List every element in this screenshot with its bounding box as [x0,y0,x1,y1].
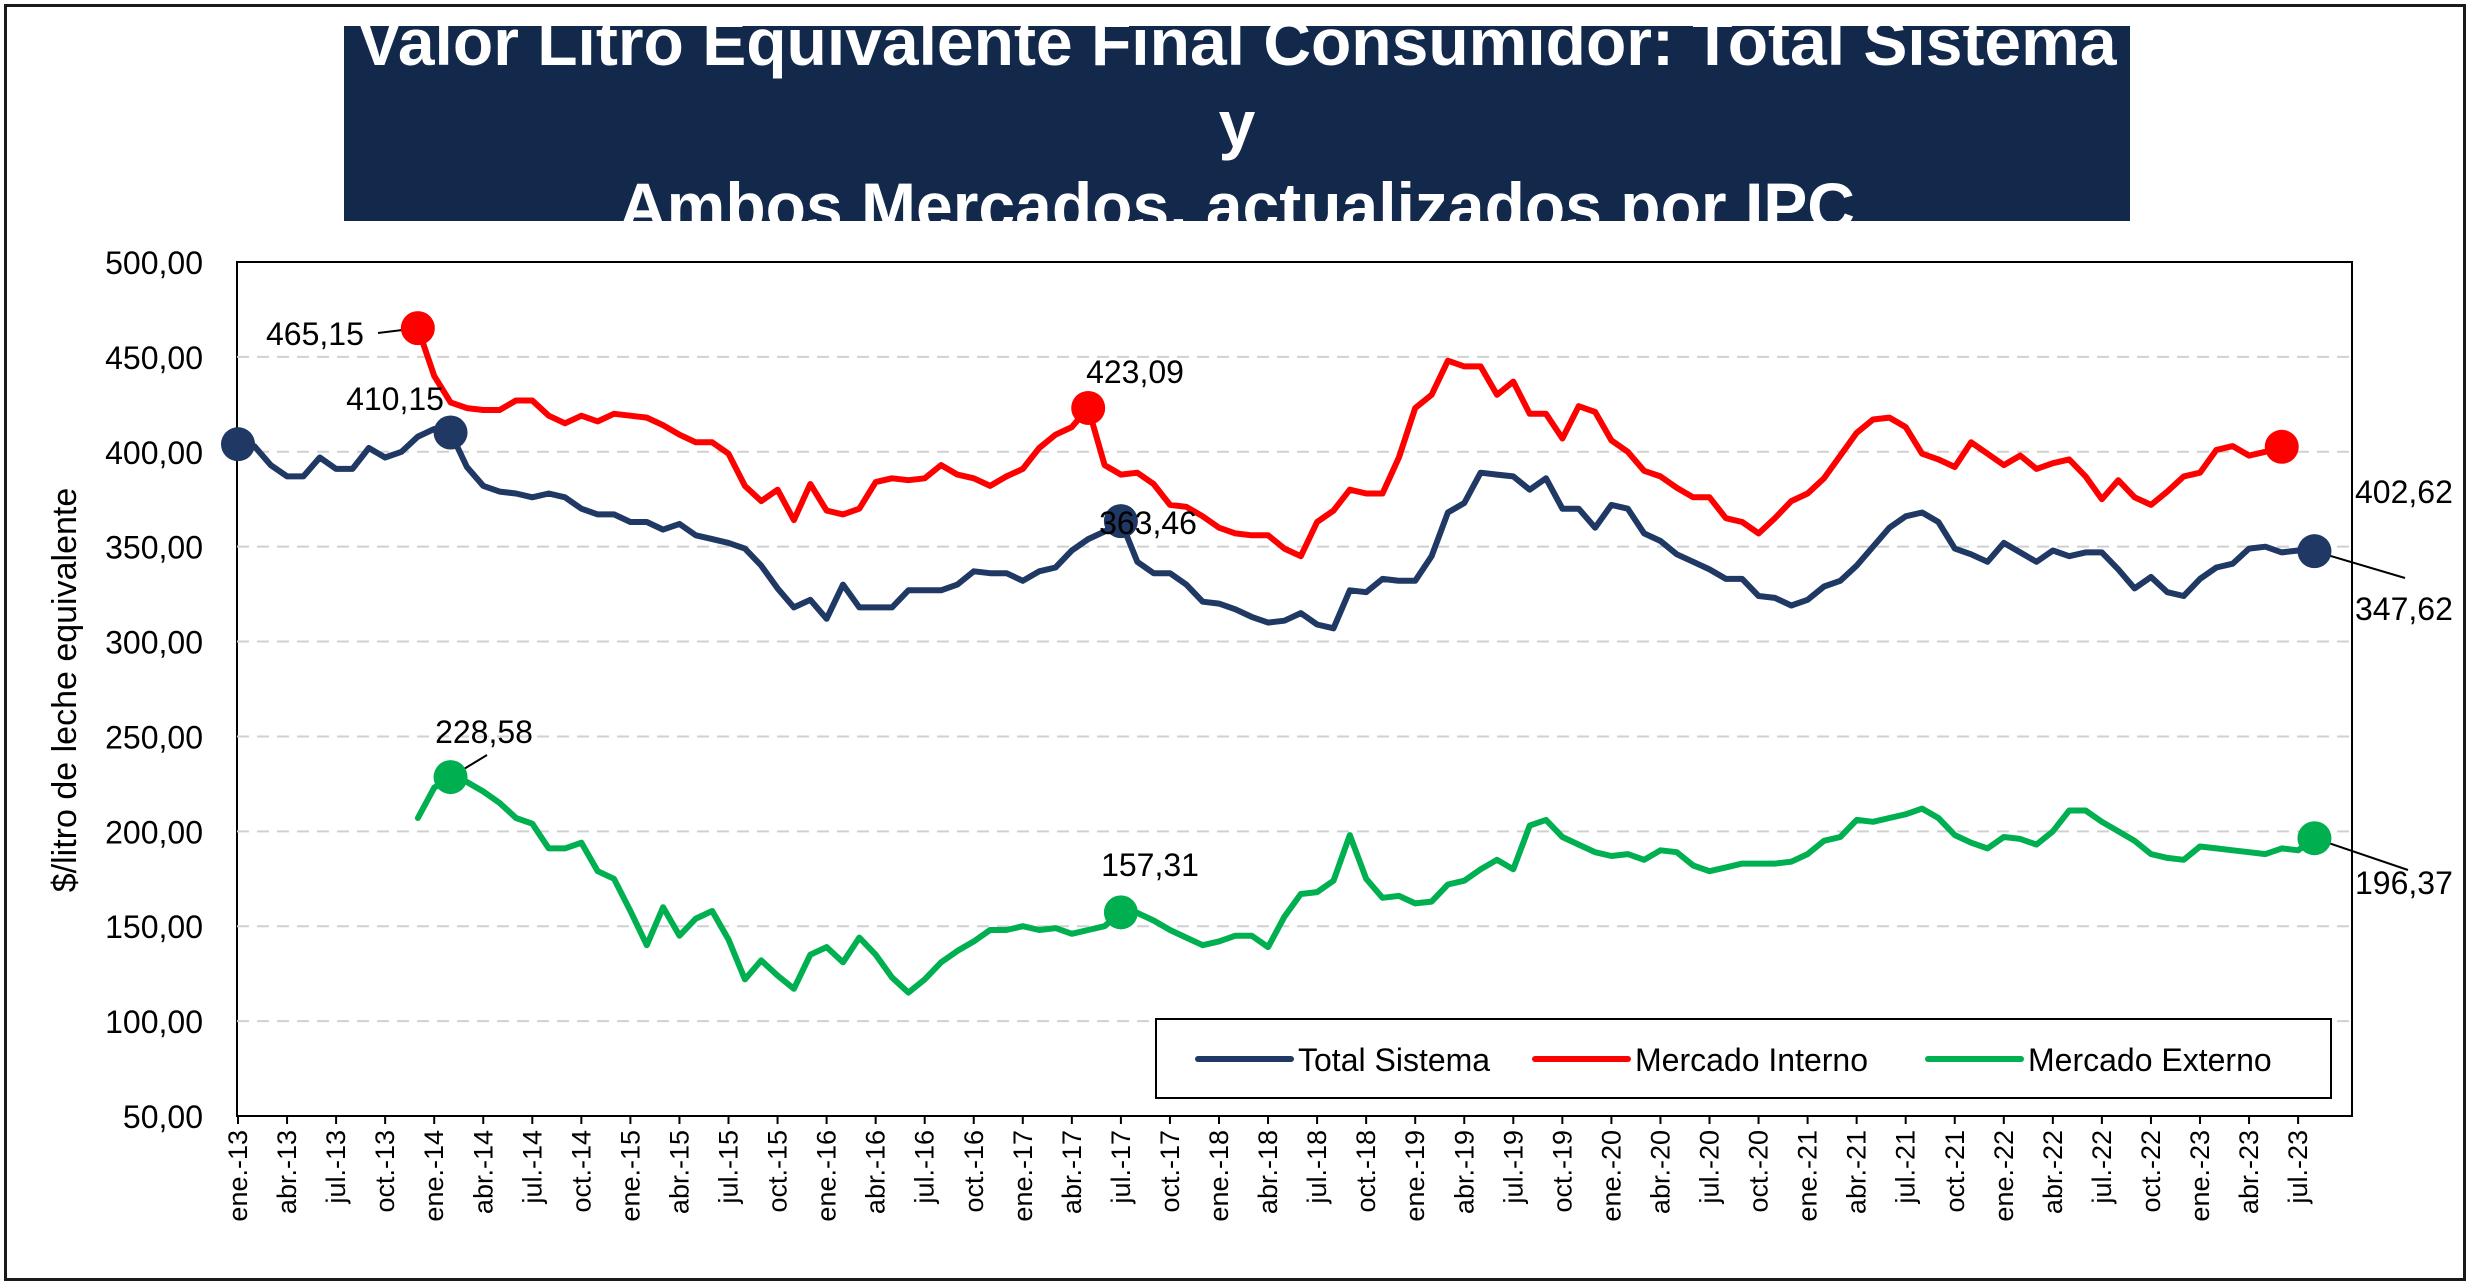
x-tick-label: oct.-17 [1155,1130,1185,1213]
series-line-2 [414,774,2318,996]
x-tick-label: oct.-14 [566,1130,596,1213]
y-tick-label: 250,00 [105,719,203,755]
highlight-marker [1103,895,1138,930]
x-tick-label: oct.-21 [1940,1130,1970,1213]
x-tick-label: jul.-21 [1891,1130,1921,1205]
y-axis-ticks: 50,00 100,00 150,00 200,00 250,00 300,00 350,0… [105,245,203,1135]
highlight-marker [1103,504,1138,539]
y-tick-label: 350,00 [105,530,203,566]
x-tick-label: oct.-20 [1744,1130,1774,1213]
x-tick-label: abr.-17 [1057,1130,1087,1214]
x-tick-label: abr.-16 [861,1130,891,1214]
chart-title: Valor Litro Equivalente Final Consumidor… [357,4,2117,243]
x-tick-label: jul.-19 [1498,1130,1528,1205]
x-tick-label: ene.-15 [615,1130,645,1222]
x-tick-label: oct.-18 [1351,1130,1381,1213]
chart-frame [4,4,2466,1281]
x-tick-label: jul.-20 [1695,1130,1725,1205]
x-tick-label: ene.-19 [1400,1130,1430,1222]
x-tick-label: abr.-20 [1645,1130,1675,1214]
x-tick-label: abr.-23 [2234,1130,2264,1214]
highlight-marker [2297,821,2332,856]
x-tick-label: oct.-15 [763,1130,793,1213]
x-tick-label: ene.-18 [1204,1130,1234,1222]
x-tick-label: jul.-22 [2087,1130,2117,1205]
data-label: 363,46 [1099,505,1197,541]
x-tick-label: ene.-14 [419,1130,449,1222]
series-lines [235,325,2318,996]
x-tick-label: abr.-21 [1842,1130,1872,1214]
y-tick-label: 300,00 [105,625,203,661]
x-tick-label: oct.-16 [959,1130,989,1213]
x-tick-label: jul.-17 [1106,1130,1136,1205]
x-tick-label: jul.-16 [910,1130,940,1205]
x-tick-label: jul.-23 [2283,1130,2313,1205]
highlight-marker [221,427,255,462]
x-tick-label: abr.-19 [1449,1130,1479,1214]
chart-title-box: Valor Litro Equivalente Final Consumidor… [344,5,2130,243]
x-tick-label: abr.-22 [2038,1130,2068,1214]
highlight-marker [2264,429,2299,464]
legend-label: Total Sistema [1298,1042,1490,1078]
y-tick-label: 100,00 [105,1004,203,1040]
x-tick-label: abr.-18 [1253,1130,1283,1214]
x-tick-label: oct.-19 [1547,1130,1577,1213]
highlight-marker [433,760,468,795]
x-tick-label: ene.-13 [223,1130,253,1222]
plot-area [236,261,2353,1117]
x-tick-label: ene.-17 [1008,1130,1038,1222]
series-line-1 [414,325,2285,560]
highlight-marker [400,311,435,346]
data-label: 402,62 [2355,474,2453,510]
data-label: 465,15 [266,316,364,352]
legend: Total Sistema Mercado Interno Mercado Exte… [1155,1018,2332,1099]
data-label: 196,37 [2355,865,2453,901]
y-tick-label: 400,00 [105,435,203,471]
x-axis-ticks: ene.-13 abr.-13 jul.-13 oct.-13 ene.-14 abr.-… [223,1116,2313,1222]
x-tick-label: jul.-18 [1302,1130,1332,1205]
series-line-0 [235,426,2318,632]
y-tick-label: 450,00 [105,340,203,376]
highlight-markers: 410,15 363,46 347,62 465,15 423,09 402,62 228,… [221,311,2453,930]
x-tick-label: jul.-14 [517,1130,547,1205]
y-axis-label: $/litro de leche equivalente [46,488,84,893]
data-label: 347,62 [2355,591,2453,627]
data-label: 410,15 [346,381,444,417]
x-tick-label: abr.-15 [664,1130,694,1214]
highlight-marker [433,415,468,450]
highlight-marker [1071,390,1106,425]
x-tick-label: ene.-22 [1989,1130,2019,1222]
x-tick-label: ene.-20 [1596,1130,1626,1222]
legend-label: Mercado Externo [2028,1042,2272,1078]
y-tick-label: 50,00 [123,1099,203,1135]
data-label: 423,09 [1086,354,1184,390]
y-tick-label: 200,00 [105,814,203,850]
legend-box [1155,1018,2332,1099]
x-tick-label: jul.-15 [714,1130,744,1205]
data-label: 228,58 [435,714,533,750]
y-tick-label: 150,00 [105,909,203,945]
highlight-marker [2297,534,2332,569]
x-tick-label: abr.-14 [468,1130,498,1214]
x-tick-label: ene.-23 [2185,1130,2215,1222]
x-tick-label: jul.-13 [321,1130,351,1205]
x-tick-label: ene.-21 [1793,1130,1823,1222]
legend-label: Mercado Interno [1635,1042,1868,1078]
x-tick-label: abr.-13 [272,1130,302,1214]
x-tick-label: ene.-16 [812,1130,842,1222]
data-label: 157,31 [1101,847,1199,883]
y-tick-label: 500,00 [105,245,203,281]
x-tick-label: oct.-13 [370,1130,400,1213]
x-tick-label: oct.-22 [2136,1130,2166,1213]
